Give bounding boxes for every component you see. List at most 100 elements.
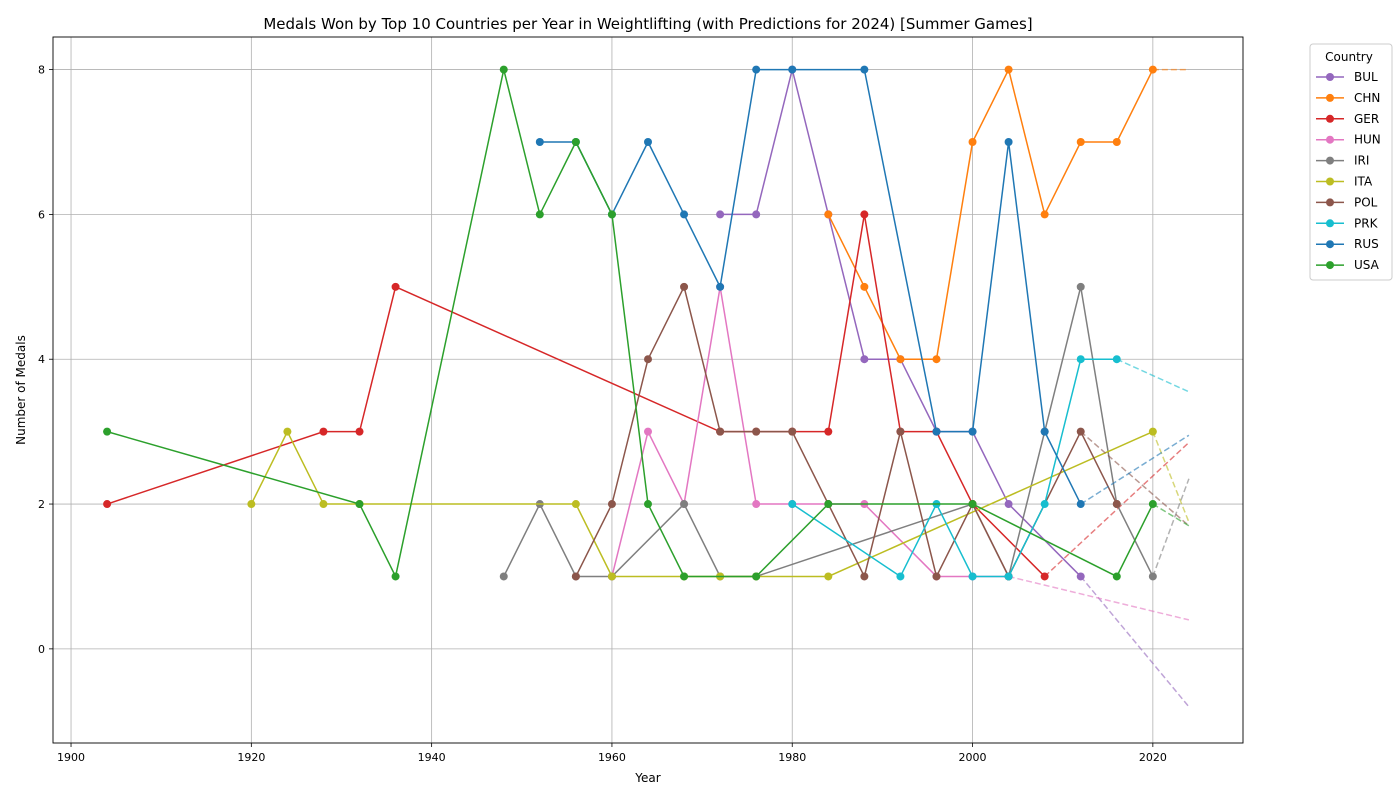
y-axis-ticks: 0 2 4 6 8 (38, 64, 53, 656)
legend-swatch-marker (1326, 114, 1334, 123)
legend-item-bul: BUL (1316, 70, 1378, 84)
x-tick-label: 1960 (598, 751, 626, 764)
data-point-prk (788, 500, 797, 509)
legend-label-usa: USA (1354, 258, 1380, 272)
y-tick-label: 2 (38, 498, 45, 511)
legend-swatch-marker (1326, 198, 1334, 207)
data-point-iri (680, 500, 689, 509)
data-point-hun (752, 500, 761, 509)
legend-label-rus: RUS (1354, 237, 1379, 251)
data-point-ita (571, 500, 580, 509)
data-point-rus (716, 282, 725, 291)
y-tick-label: 0 (38, 643, 45, 656)
data-point-hun (644, 427, 652, 436)
data-point-ita (824, 572, 833, 581)
legend-label-chn: CHN (1354, 91, 1380, 105)
data-point-chn (968, 137, 977, 146)
legend-label-ger: GER (1354, 112, 1379, 126)
data-point-chn (860, 282, 869, 291)
x-tick-label: 1900 (57, 751, 85, 764)
x-axis-label: Year (634, 771, 660, 785)
data-point-iri (1148, 572, 1157, 581)
series-line-rus (539, 68, 1082, 505)
legend-swatch-marker (1326, 177, 1334, 186)
legend-item-prk: PRK (1316, 216, 1379, 230)
y-tick-label: 4 (38, 353, 45, 366)
data-point-pol (932, 572, 941, 581)
x-tick-label: 2000 (959, 751, 987, 764)
prediction-line-iri (1152, 478, 1190, 577)
prediction-line-prk (1116, 358, 1190, 393)
y-tick-label: 6 (38, 208, 45, 221)
y-tick-label: 8 (38, 64, 45, 77)
legend-label-hun: HUN (1354, 133, 1381, 147)
prediction-line-pol (1080, 431, 1190, 527)
data-point-usa (499, 65, 508, 74)
plot-lines (103, 65, 1190, 708)
data-point-ger (824, 427, 833, 436)
data-point-usa (1148, 500, 1157, 509)
plot-frame (52, 36, 1244, 744)
data-point-bul (1076, 572, 1085, 581)
prediction-line-hun (1008, 575, 1190, 621)
legend-item-iri: IRI (1316, 154, 1369, 168)
data-point-pol (752, 427, 761, 436)
data-point-chn (896, 355, 905, 364)
data-point-chn (1004, 65, 1013, 74)
legend-label-prk: PRK (1354, 216, 1379, 230)
x-tick-label: 2020 (1139, 751, 1167, 764)
data-point-bul (752, 210, 761, 219)
data-point-pol (680, 282, 689, 291)
data-point-rus (680, 210, 689, 219)
series-line-usa (106, 69, 1154, 579)
series-line-bul (720, 69, 1082, 577)
data-point-usa (103, 427, 112, 436)
data-point-chn (932, 355, 941, 364)
data-point-prk (1040, 500, 1049, 509)
prediction-line-ita (1152, 431, 1190, 523)
legend-item-rus: RUS (1316, 237, 1379, 251)
legend-item-ita: ITA (1316, 175, 1373, 189)
data-point-ger (355, 427, 364, 436)
legend: Country BUL CHN GER HUN IRI ITA POL PRK RUS USA (1309, 43, 1393, 281)
legend-swatch-marker (1326, 219, 1334, 228)
data-point-ita (1148, 427, 1157, 436)
data-point-iri (1076, 282, 1085, 291)
legend-label-ita: ITA (1354, 175, 1373, 189)
series-line-prk (791, 358, 1117, 578)
data-point-usa (824, 500, 833, 509)
legend-item-usa: USA (1316, 258, 1380, 272)
x-axis-ticks: 1900 1920 1940 1960 1980 2000 2020 (57, 743, 1167, 764)
data-point-usa (535, 210, 544, 219)
legend-label-iri: IRI (1354, 154, 1369, 168)
data-point-prk (1112, 355, 1121, 364)
data-point-usa (680, 572, 689, 581)
data-point-pol (571, 572, 580, 581)
series-prk (788, 355, 1190, 581)
data-point-ita (607, 572, 616, 581)
data-point-usa (968, 500, 977, 509)
chart-title: Medals Won by Top 10 Countries per Year … (263, 15, 1032, 33)
data-point-bul (1004, 500, 1013, 509)
data-point-rus (752, 65, 761, 74)
data-point-ger (860, 210, 869, 219)
legend-item-pol: POL (1316, 195, 1378, 209)
data-point-usa (355, 500, 364, 509)
data-point-usa (752, 572, 761, 581)
legend-title: Country (1325, 50, 1373, 64)
legend-item-chn: CHN (1316, 91, 1380, 105)
data-point-prk (968, 572, 977, 581)
legend-swatch-marker (1326, 135, 1334, 144)
data-point-rus (860, 65, 869, 74)
data-point-iri (499, 572, 508, 581)
data-point-rus (968, 427, 977, 436)
prediction-line-rus (1080, 434, 1190, 505)
data-point-ger (1040, 572, 1049, 581)
data-point-rus (535, 137, 544, 146)
data-point-usa (571, 137, 580, 146)
data-point-chn (1040, 210, 1049, 219)
prediction-line-ger (1044, 441, 1190, 578)
data-point-rus (1004, 137, 1013, 146)
data-point-chn (1112, 137, 1121, 146)
